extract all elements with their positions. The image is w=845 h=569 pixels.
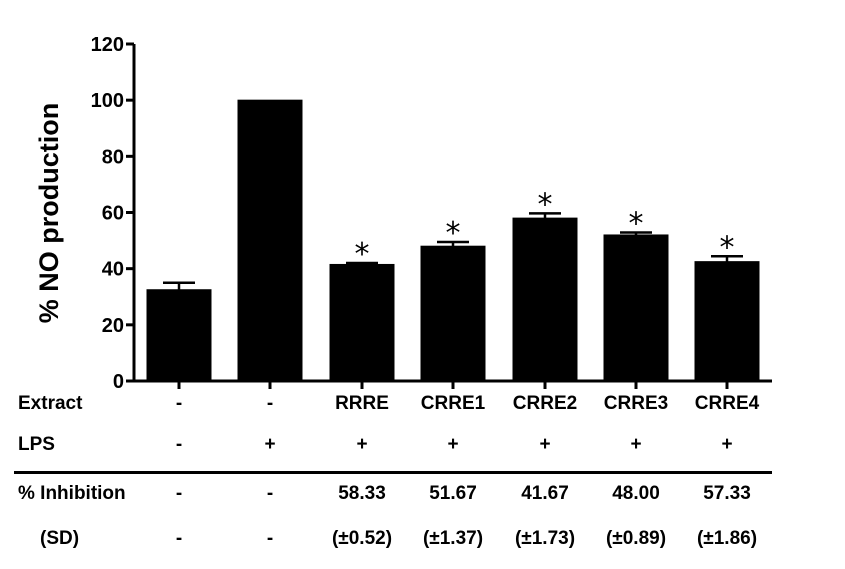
- y-tick-label: 0: [113, 371, 124, 393]
- cell-extract: -: [266, 393, 274, 414]
- cell-sd: (±0.52): [331, 528, 393, 549]
- y-tick-label: 120: [91, 34, 124, 56]
- row-label-extract: Extract: [18, 393, 83, 414]
- cell-lps: +: [630, 434, 642, 455]
- row-label-lps: LPS: [18, 434, 55, 455]
- cell-extract: -: [175, 393, 183, 414]
- y-axis-label: % NO production: [34, 103, 64, 323]
- cell-extract: CRRE1: [420, 393, 486, 414]
- table-divider: [14, 471, 772, 474]
- significance-marker: *: [538, 187, 553, 222]
- cell-inhibition: -: [266, 483, 274, 504]
- bar: [512, 217, 578, 382]
- cell-extract: CRRE2: [512, 393, 578, 414]
- y-tick-label: 40: [102, 259, 124, 281]
- bars: * * * * *: [146, 99, 760, 382]
- significance-marker: *: [446, 216, 461, 251]
- cell-inhibition: 41.67: [521, 483, 569, 504]
- significance-marker: *: [355, 237, 370, 272]
- cell-inhibition: 51.67: [429, 483, 477, 504]
- cell-extract: RRRE: [335, 393, 389, 414]
- significance-marker: *: [720, 230, 735, 265]
- cell-lps: -: [175, 434, 183, 455]
- row-label-inhibition: % Inhibition: [18, 483, 126, 504]
- cell-sd: (±1.37): [422, 528, 484, 549]
- cell-extract: CRRE3: [603, 393, 669, 414]
- cell-sd: -: [175, 528, 183, 549]
- cell-sd: -: [266, 528, 274, 549]
- bar: [146, 289, 212, 382]
- cell-lps: +: [447, 434, 459, 455]
- y-tick-label: 80: [102, 146, 124, 168]
- cell-lps: +: [356, 434, 368, 455]
- bar: [694, 261, 760, 382]
- cell-inhibition: 58.33: [338, 483, 386, 504]
- row-label-sd: (SD): [40, 528, 80, 549]
- cell-lps: +: [539, 434, 551, 455]
- y-tick-label: 60: [102, 203, 124, 225]
- cell-extract: CRRE4: [694, 393, 760, 414]
- cell-inhibition: 57.33: [703, 483, 751, 504]
- cell-sd: (±1.86): [696, 528, 758, 549]
- cell-inhibition: -: [175, 483, 183, 504]
- significance-marker: *: [629, 206, 644, 241]
- bar: [329, 263, 395, 382]
- cell-lps: +: [264, 434, 276, 455]
- cell-sd: (±0.89): [605, 528, 667, 549]
- cell-sd: (±1.73): [514, 528, 576, 549]
- bar: [420, 245, 486, 382]
- cell-lps: +: [721, 434, 733, 455]
- bar: [603, 234, 669, 382]
- y-tick-label: 100: [91, 90, 124, 112]
- y-tick-label: 20: [102, 315, 124, 337]
- bar: [237, 99, 303, 382]
- cell-inhibition: 48.00: [612, 483, 660, 504]
